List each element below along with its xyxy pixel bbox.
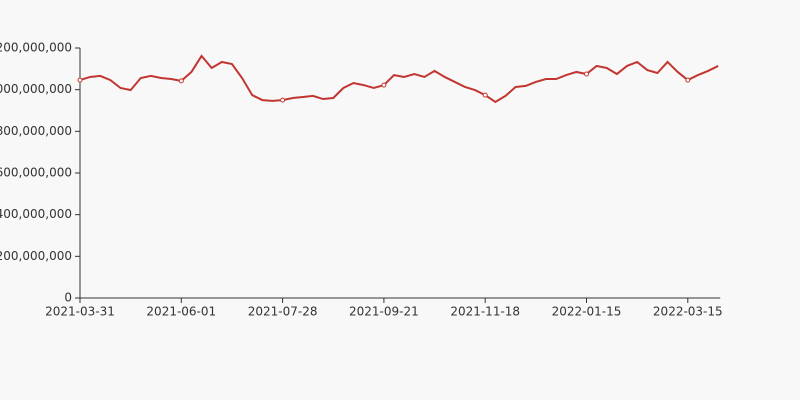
y-tick-label: 600,000,000 xyxy=(0,166,72,180)
x-tick-label: 2022-03-15 xyxy=(653,305,723,319)
x-tick-label: 2021-11-18 xyxy=(450,305,520,319)
y-tick-label: 200,000,000 xyxy=(0,249,72,263)
y-tick-label: 1,200,000,000 xyxy=(0,41,72,55)
point xyxy=(77,77,83,83)
x-tick-label: 2021-07-28 xyxy=(248,305,318,319)
point xyxy=(685,77,691,83)
y-tick-label: 400,000,000 xyxy=(0,207,72,221)
x-tick-label: 2022-01-15 xyxy=(552,305,622,319)
point xyxy=(280,97,286,103)
point xyxy=(584,71,589,77)
line xyxy=(79,54,719,104)
y-tick-label: 1,000,000,000 xyxy=(0,82,72,96)
y-tick-label: 0 xyxy=(64,291,72,305)
point xyxy=(381,82,387,88)
y-tick-label: 800,000,000 xyxy=(0,124,72,138)
point xyxy=(178,78,184,84)
point xyxy=(482,92,488,98)
x-tick-label: 2021-06-01 xyxy=(146,305,216,319)
x-tick-label: 2021-09-21 xyxy=(349,305,419,319)
x-tick-label: 2021-03-31 xyxy=(45,305,115,319)
